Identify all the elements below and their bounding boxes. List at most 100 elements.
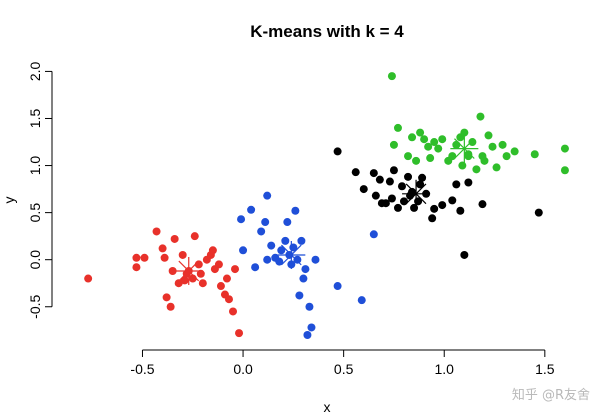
axes: -0.5 0.0 0.5 1.0 1.5 -0.5 0.0 0.5 1.0 1.5 2.0 — [27, 61, 555, 377]
data-point — [416, 180, 425, 189]
data-point — [534, 208, 543, 217]
centroids — [174, 134, 479, 285]
data-point — [297, 236, 306, 245]
data-point — [418, 173, 427, 182]
data-point — [239, 246, 248, 255]
data-point — [488, 142, 497, 151]
data-point — [387, 194, 396, 203]
data-point — [247, 205, 256, 214]
data-point — [460, 250, 469, 259]
data-point — [452, 180, 461, 189]
data-point — [456, 206, 465, 215]
data-point — [333, 147, 342, 156]
data-point — [560, 144, 569, 153]
data-point — [263, 255, 272, 264]
x-tick-label: -0.5 — [130, 361, 154, 377]
data-point — [430, 204, 439, 213]
data-point — [299, 274, 308, 283]
data-point — [369, 169, 378, 178]
data-point — [196, 269, 205, 278]
data-point — [389, 166, 398, 175]
data-point — [498, 140, 507, 149]
y-tick-label: 0.5 — [27, 203, 43, 223]
y-tick-label: 1.0 — [27, 156, 43, 176]
data-point — [214, 260, 223, 269]
data-point — [231, 265, 240, 274]
data-point — [261, 218, 270, 227]
data-point — [458, 161, 467, 170]
data-point — [408, 133, 417, 142]
data-point — [237, 215, 246, 224]
data-point — [263, 191, 272, 200]
data-point — [160, 253, 169, 262]
data-point — [152, 227, 161, 236]
chart-title: K-means with k = 4 — [250, 22, 404, 41]
data-point — [478, 152, 487, 161]
y-tick-label: 1.5 — [27, 109, 43, 129]
scatter-points — [84, 72, 569, 339]
data-point — [460, 128, 469, 137]
data-point — [311, 255, 320, 264]
x-tick-label: 0.5 — [334, 361, 354, 377]
data-point — [438, 201, 447, 210]
data-point — [492, 163, 501, 172]
y-tick-label: 0.0 — [27, 250, 43, 270]
data-point — [476, 112, 485, 121]
data-point — [307, 323, 316, 332]
data-point — [333, 282, 342, 291]
data-point — [400, 197, 408, 206]
x-axis-label: x — [324, 399, 331, 415]
data-point — [257, 227, 266, 236]
data-point — [375, 175, 384, 184]
data-point — [277, 246, 286, 255]
data-point — [478, 200, 487, 209]
data-point — [502, 152, 511, 161]
data-point — [295, 291, 304, 300]
data-point — [371, 191, 380, 200]
data-point — [216, 282, 225, 291]
x-tick-label: 1.5 — [535, 361, 555, 377]
data-point — [305, 302, 314, 311]
data-point — [180, 276, 189, 285]
centroid-marker — [174, 256, 203, 285]
data-point — [404, 152, 413, 161]
data-point — [404, 172, 413, 181]
data-point — [397, 182, 406, 191]
data-point — [484, 131, 493, 140]
x-tick-label: 1.0 — [435, 361, 455, 377]
watermark: 知乎 @R友舍 — [511, 388, 590, 403]
data-point — [387, 72, 396, 81]
data-point — [235, 329, 244, 338]
data-point — [420, 135, 429, 144]
data-point — [224, 295, 233, 304]
data-point — [283, 218, 292, 227]
data-point — [267, 241, 276, 250]
data-point — [351, 168, 360, 177]
data-point — [303, 331, 312, 339]
y-tick-label: -0.5 — [27, 294, 43, 318]
data-point — [162, 293, 171, 302]
data-point — [434, 144, 443, 153]
data-point — [291, 206, 300, 215]
data-point — [198, 279, 207, 288]
data-point — [448, 196, 457, 205]
centroid-marker — [450, 134, 479, 163]
data-point — [393, 123, 402, 132]
data-point — [381, 199, 390, 208]
data-point — [178, 250, 187, 259]
data-point — [140, 253, 149, 262]
y-axis-label: y — [1, 197, 17, 204]
data-point — [416, 128, 425, 137]
data-point — [359, 185, 368, 194]
data-point — [448, 152, 457, 161]
data-point — [222, 274, 231, 283]
data-point — [560, 166, 569, 175]
data-point — [452, 140, 461, 149]
data-point — [464, 178, 473, 187]
data-point — [357, 296, 366, 305]
data-point — [510, 147, 519, 156]
data-point — [208, 246, 217, 255]
data-point — [412, 156, 421, 165]
data-point — [174, 279, 183, 288]
data-point — [158, 244, 167, 253]
